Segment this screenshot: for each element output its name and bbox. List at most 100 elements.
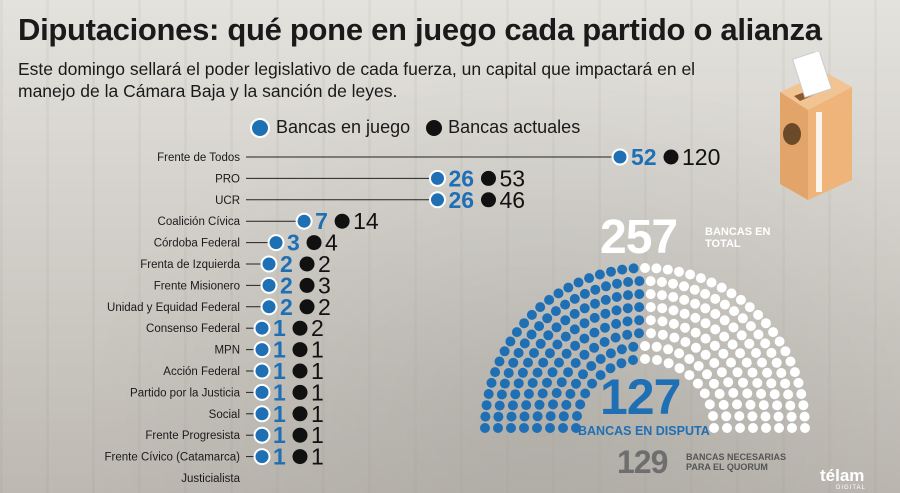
seat-dot <box>622 329 633 340</box>
seat-dot <box>560 315 571 326</box>
seat-dot <box>732 399 742 410</box>
current-value: 1 <box>311 422 324 448</box>
seat-dot <box>721 411 732 422</box>
seat-dot <box>506 411 517 422</box>
seat-dot <box>553 288 564 299</box>
seat-dot <box>768 327 779 338</box>
seat-dot <box>780 346 791 357</box>
seat-dot <box>578 369 588 380</box>
in-play-value: 1 <box>273 337 286 363</box>
seat-dot <box>786 411 797 422</box>
seat-dot <box>519 318 530 329</box>
in-play-value: 1 <box>273 444 286 470</box>
in-play-dot <box>295 212 313 230</box>
seat-dot <box>616 358 627 369</box>
current-dot <box>299 299 315 315</box>
seat-dot <box>657 303 668 314</box>
seat-dot <box>560 331 571 342</box>
seat-dot <box>499 346 510 357</box>
seat-dot <box>547 367 558 378</box>
seat-dot <box>680 322 690 333</box>
seat-dot <box>645 315 656 326</box>
seat-dot <box>728 388 739 398</box>
seat-dot <box>657 290 667 301</box>
category-label: Social <box>209 409 240 421</box>
legend-in-play-label: Bancas en juego <box>276 117 411 137</box>
seat-dot <box>519 423 529 433</box>
in-play-dot <box>267 234 285 252</box>
seat-dot <box>800 423 810 433</box>
seat-dot <box>709 358 720 368</box>
current-value: 1 <box>311 337 324 363</box>
seat-dot <box>709 423 719 433</box>
current-value: 14 <box>353 208 379 234</box>
seat-dot <box>645 302 656 313</box>
seat-dot <box>774 423 784 433</box>
seat-dot <box>745 321 756 332</box>
seat-dot <box>545 411 556 422</box>
seat-dot <box>507 400 518 411</box>
current-dot <box>292 406 308 422</box>
current-dot <box>292 342 308 358</box>
seat-dot <box>657 316 668 327</box>
in-play-dot <box>611 148 629 166</box>
seat-dot <box>605 348 616 359</box>
seat-dot <box>684 354 695 364</box>
seat-dot <box>783 389 794 400</box>
current-value: 4 <box>325 230 338 256</box>
current-dot <box>299 256 315 272</box>
category-label: Frenta de Izquierda <box>140 259 240 271</box>
seat-dot <box>726 288 737 299</box>
seat-dot <box>513 347 524 358</box>
in-play-dot <box>260 298 278 316</box>
seat-dot <box>785 356 796 367</box>
seat-dot <box>526 309 537 320</box>
seat-dot <box>542 313 553 324</box>
seat-dot <box>651 263 662 274</box>
seat-dot <box>544 348 555 359</box>
seat-dot <box>785 400 796 411</box>
seat-dot <box>760 411 771 422</box>
quorum-seats-label: BANCAS NECESARIAS PARA EL QUORUM <box>686 452 787 472</box>
seat-dot <box>634 276 645 287</box>
seat-dot <box>545 423 555 433</box>
seat-dot <box>623 277 634 287</box>
seat-dot <box>760 318 771 329</box>
seat-dot <box>537 388 548 399</box>
seat-dot <box>579 349 590 360</box>
brand-logo-sub: DIGITAL <box>836 485 866 491</box>
seat-dot <box>486 377 497 388</box>
seat-dot <box>634 302 645 313</box>
seat-dot <box>793 377 804 388</box>
seat-dot <box>652 355 662 365</box>
seat-dot <box>680 337 691 347</box>
seat-dot <box>503 368 514 378</box>
seat-dot <box>709 340 720 351</box>
current-dot <box>480 170 496 186</box>
seat-dot <box>710 308 721 319</box>
seat-dot <box>611 292 622 302</box>
seat-dot <box>634 315 645 326</box>
current-dot <box>334 213 350 229</box>
seat-dot <box>494 400 505 411</box>
current-value: 2 <box>318 251 331 277</box>
seat-dot <box>569 293 580 304</box>
seat-dot <box>517 367 528 378</box>
seat-dot <box>532 411 543 422</box>
in-play-dot <box>253 383 271 401</box>
seat-dot <box>570 358 581 368</box>
seat-dot <box>480 423 490 433</box>
total-seats-value: 257 <box>600 211 678 264</box>
seat-dot <box>776 368 787 378</box>
current-value: 53 <box>499 165 525 191</box>
seat-dot <box>657 329 668 340</box>
current-dot <box>663 149 679 165</box>
seat-dot <box>674 266 684 277</box>
seat-dot <box>748 423 758 433</box>
seat-dot <box>523 357 533 368</box>
in-play-value: 1 <box>273 358 286 384</box>
seat-dot <box>505 336 516 347</box>
seat-dot <box>719 315 730 326</box>
seat-dot <box>668 305 679 316</box>
